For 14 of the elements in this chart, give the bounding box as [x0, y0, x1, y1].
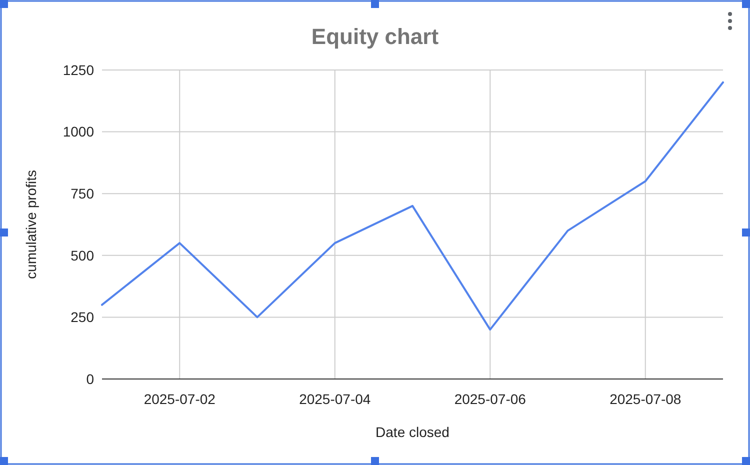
y-tick-label: 0 [86, 370, 94, 387]
x-tick-label: 2025-07-08 [610, 390, 682, 407]
x-tick-label: 2025-07-02 [144, 390, 216, 407]
line-series [101, 81, 724, 331]
y-tick-label: 250 [70, 309, 94, 326]
x-tick-label: 2025-07-04 [299, 390, 371, 407]
y-tick-label: 750 [70, 186, 94, 202]
y-axis-title: cumulative profits [23, 170, 39, 279]
y-tick-label: 500 [70, 247, 94, 264]
chart-title: Equity chart [311, 24, 440, 49]
x-axis-title: Date closed [376, 424, 450, 440]
y-tick-label: 1000 [62, 124, 94, 140]
x-tick-label: 2025-07-06 [454, 390, 526, 407]
y-tick-label: 1250 [62, 62, 94, 78]
